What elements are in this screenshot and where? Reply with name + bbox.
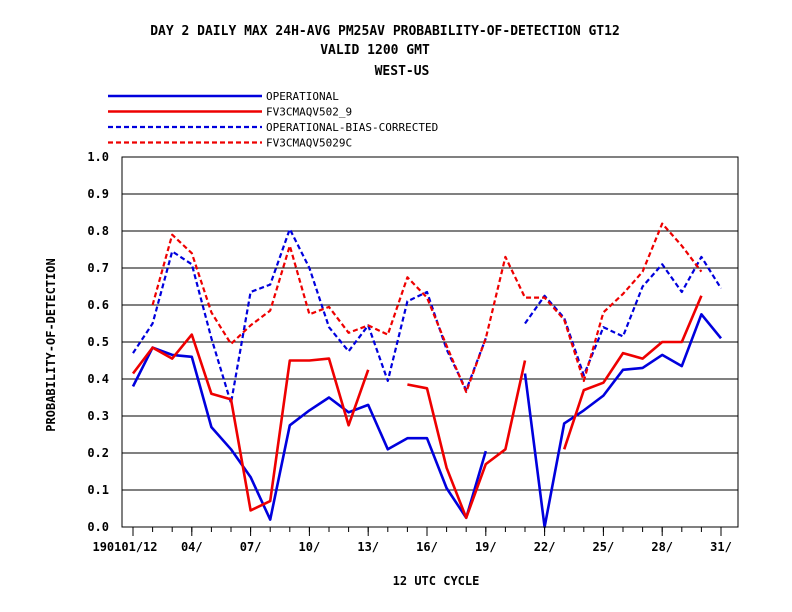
series-operational-bias-corrected [132,228,722,405]
series-layer [131,222,723,529]
x-tick-label: 13/ [357,540,379,554]
x-tick-label: 31/ [710,540,732,554]
series-fv3cmaqv5029c [151,222,703,394]
plot-frame [121,156,739,528]
series-fv3cmaqv502-9 [131,295,703,520]
y-tick-label: 0.6 [87,298,109,312]
y-tick-label: 0.9 [87,187,109,201]
x-tick-label: 22/ [534,540,556,554]
series-line [151,222,703,394]
legend-label: OPERATIONAL-BIAS-CORRECTED [266,121,438,134]
y-tick-label: 0.5 [87,335,109,349]
chart-title-line3: WEST-US [375,64,430,79]
x-tick-label: 25/ [593,540,615,554]
series-line [407,360,527,520]
y-tick-label: 1.0 [87,150,109,164]
x-tick-label: 10/ [299,540,321,554]
y-tick-label: 0.1 [87,483,109,497]
y-tick-label: 0.2 [87,446,109,460]
x-tick-label: 28/ [651,540,673,554]
x-tick-label: 04/ [181,540,203,554]
grid [122,156,738,528]
series-line [132,228,487,405]
series-line [562,295,703,450]
legend-label: FV3CMAQV5029C [266,137,352,150]
series-line [524,255,722,377]
y-tick-label: 0.3 [87,409,109,423]
series-line [131,333,370,512]
legend: OPERATIONAL FV3CMAQV502_9 OPERATIONAL-BIAS… [108,90,438,150]
y-axis: 0.0 0.1 0.2 0.3 0.4 0.5 0.6 0.7 0.8 0.9 1.0 [87,150,109,534]
legend-label: OPERATIONAL [266,90,339,103]
series-operational [131,312,723,529]
y-axis-label: PROBABILITY-OF-DETECTION [44,258,58,431]
x-axis-label: 12 UTC CYCLE [393,574,480,588]
x-tick-label: 19/ [475,540,497,554]
x-axis: 190101/12 04/07/10/13/16/19/22/25/28/31/ [92,527,732,554]
y-tick-label: 0.7 [87,261,109,275]
legend-label: FV3CMAQV502_9 [266,106,352,119]
series-line [523,312,723,529]
x-tick-label: 16/ [416,540,438,554]
y-tick-label: 0.0 [87,520,109,534]
chart-title-line1: DAY 2 DAILY MAX 24H-AVG PM25AV PROBABILI… [150,24,620,39]
y-tick-label: 0.4 [87,372,109,386]
x-tick-label: 07/ [240,540,262,554]
chart-title-line2: VALID 1200 GMT [320,43,430,58]
y-tick-label: 0.8 [87,224,109,238]
series-line [131,346,488,521]
x-tick-label: 190101/12 [92,540,157,554]
